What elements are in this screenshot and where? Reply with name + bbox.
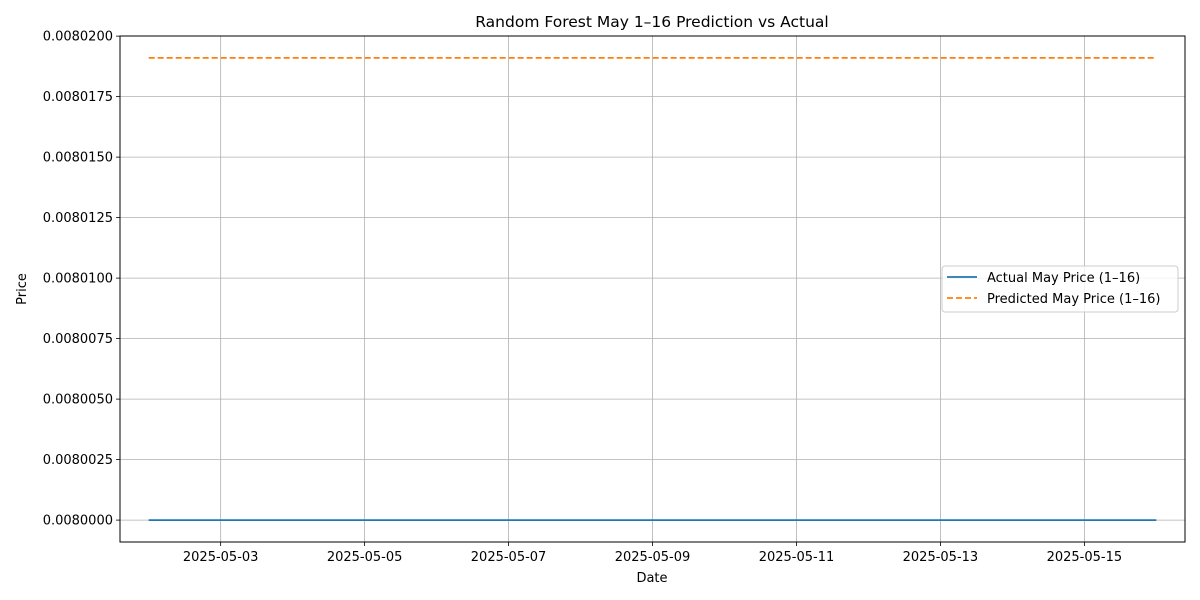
y-tick-label: 0.0080200 — [43, 30, 113, 45]
y-tick-label: 0.0080000 — [43, 514, 113, 529]
x-tick-label: 2025-05-07 — [471, 550, 547, 565]
y-tick-label: 0.0080125 — [43, 211, 113, 226]
y-axis: 0.0080000 0.0080025 0.0080050 0.0080075 0.00… — [43, 30, 120, 529]
x-tick-label: 2025-05-11 — [759, 550, 835, 565]
series-layer — [148, 57, 1157, 521]
x-tick-label: 2025-05-09 — [615, 550, 691, 565]
y-tick-label: 0.0080100 — [43, 272, 113, 287]
x-tick-label: 2025-05-05 — [327, 550, 403, 565]
y-tick-label: 0.0080150 — [43, 151, 113, 166]
x-axis-title: Date — [636, 571, 667, 586]
x-axis: 2025-05-03 2025-05-05 2025-05-07 2025-05-09… — [183, 542, 1122, 565]
y-tick-label: 0.0080050 — [43, 393, 113, 408]
legend-label-predicted: Predicted May Price (1–16) — [987, 292, 1160, 307]
grid — [120, 35, 1185, 542]
y-tick-label: 0.0080175 — [43, 90, 113, 105]
y-tick-label: 0.0080025 — [43, 453, 113, 468]
chart-title: Random Forest May 1–16 Prediction vs Act… — [475, 13, 829, 31]
x-tick-label: 2025-05-03 — [183, 550, 259, 565]
x-tick-label: 2025-05-15 — [1047, 550, 1123, 565]
y-tick-label: 0.0080075 — [43, 332, 113, 347]
y-axis-title: Price — [15, 273, 30, 305]
legend-box — [941, 265, 1179, 313]
legend-label-actual: Actual May Price (1–16) — [987, 271, 1140, 286]
legend: Actual May Price (1–16) Predicted May Pr… — [941, 265, 1179, 313]
x-tick-label: 2025-05-13 — [903, 550, 979, 565]
